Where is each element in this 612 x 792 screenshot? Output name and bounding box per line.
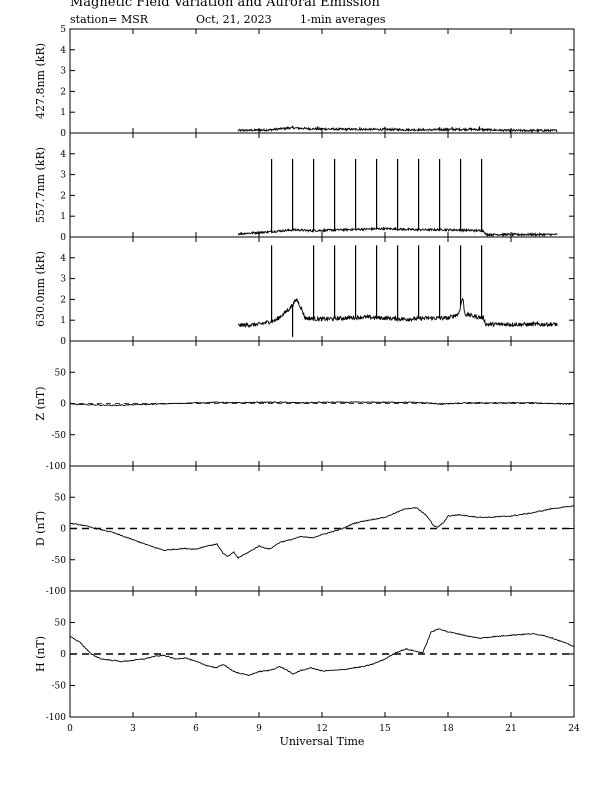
y-tick-label: 4: [60, 150, 66, 160]
y-tick-label: -100: [46, 587, 66, 597]
x-tick-label: 0: [67, 724, 73, 734]
y-tick-label: 0: [60, 129, 66, 139]
x-tick-label: 12: [316, 724, 327, 734]
y-tick-label: -100: [46, 713, 66, 723]
series-line-pD: [69, 505, 575, 559]
y-axis-label-pD: D (nT): [34, 511, 47, 546]
series-line-pH: [69, 628, 575, 676]
y-axis-label-pH: H (nT): [34, 636, 47, 672]
panel-frame-p6300: [69, 236, 575, 342]
y-tick-label: -50: [52, 556, 67, 566]
y-tick-label: 1: [60, 316, 66, 326]
x-tick-label: 6: [193, 724, 199, 734]
y-tick-label: 5: [60, 25, 66, 35]
series-line-p4278: [237, 126, 558, 133]
y-tick-label: 4: [60, 46, 66, 56]
series-line-p5577: [238, 226, 558, 238]
panel-frame-p5577: [69, 132, 575, 238]
y-tick-label: 50: [55, 619, 67, 629]
y-tick-label: 50: [55, 368, 67, 378]
series-line-p6300: [237, 298, 558, 329]
y-tick-label: 0: [60, 337, 66, 347]
x-tick-label: 9: [256, 724, 262, 734]
date-label: Oct, 21, 2023: [196, 13, 272, 26]
y-tick-label: 1: [60, 108, 66, 118]
y-tick-label: 2: [60, 87, 66, 97]
series-line-pZ: [69, 401, 575, 407]
y-tick-label: -50: [52, 682, 67, 692]
y-tick-label: 50: [55, 493, 67, 503]
y-axis-label-p4278: 427.8nm (kR): [34, 43, 47, 119]
x-tick-label: 21: [505, 724, 516, 734]
y-tick-label: 3: [60, 171, 66, 181]
y-axis-label-p5577: 557.7nm (kR): [34, 147, 47, 223]
y-tick-label: 2: [60, 191, 66, 201]
y-tick-label: 0: [60, 650, 66, 660]
chart-title: Magnetic Field Variation and Auroral Emi…: [70, 0, 380, 10]
y-tick-label: 2: [60, 295, 66, 305]
y-tick-label: -50: [52, 431, 67, 441]
y-tick-label: 4: [60, 254, 66, 264]
y-tick-label: 0: [60, 525, 66, 535]
x-axis-label: Universal Time: [280, 735, 365, 748]
averaging-label: 1-min averages: [300, 13, 386, 26]
y-tick-label: 0: [60, 233, 66, 243]
panel-frame-p4278: [69, 28, 575, 134]
y-tick-label: 0: [60, 400, 66, 410]
y-axis-label-pZ: Z (nT): [34, 386, 47, 420]
y-tick-label: -100: [46, 462, 66, 472]
x-tick-label: 24: [568, 724, 580, 734]
x-tick-label: 18: [442, 724, 454, 734]
y-axis-label-p6300: 630.0nm (kR): [34, 251, 47, 327]
x-tick-label: 3: [130, 724, 136, 734]
y-tick-label: 3: [60, 67, 66, 77]
y-tick-label: 3: [60, 275, 66, 285]
y-tick-label: 1: [60, 212, 66, 222]
x-tick-label: 15: [379, 724, 391, 734]
station-label: station= MSR: [70, 13, 149, 26]
